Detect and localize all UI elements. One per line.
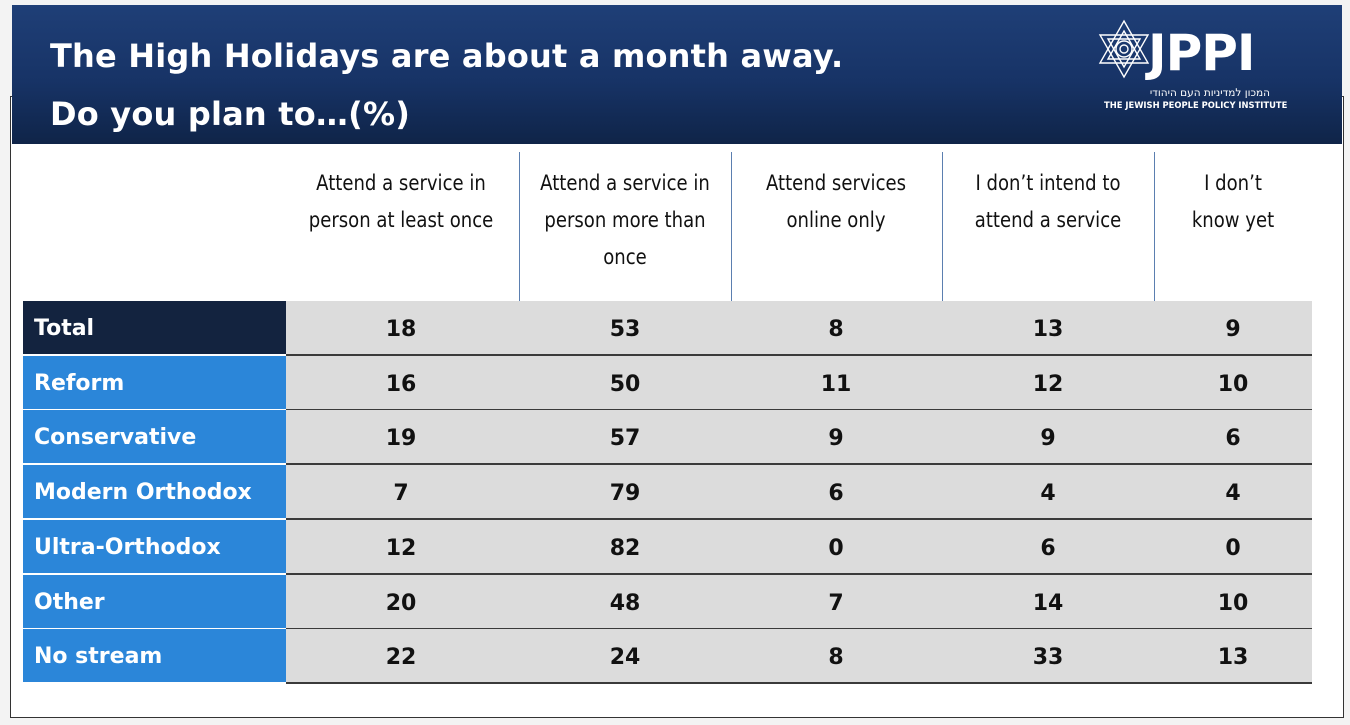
- table-cell: 9: [1040, 426, 1056, 451]
- row-label: Conservative: [23, 410, 286, 465]
- table-row: 16 50 11 12 10: [286, 356, 1312, 411]
- table-cell: 6: [1225, 426, 1241, 451]
- column-header-line: know yet: [1191, 208, 1275, 232]
- table-cell: 13: [1032, 317, 1064, 342]
- table-cell: 12: [1032, 372, 1064, 397]
- row-label: No stream: [23, 629, 286, 684]
- column-header-1: Attend a service in person at least once: [301, 152, 501, 301]
- table-row: 19 57 9 9 6: [286, 410, 1312, 465]
- row-label: Other: [23, 575, 286, 630]
- column-header-line: Attend services: [765, 171, 907, 195]
- table-cell: 20: [385, 591, 417, 616]
- table-cell: 0: [828, 536, 844, 561]
- column-header-line: person more than: [544, 208, 706, 232]
- column-separator: [1154, 152, 1155, 301]
- column-header-line: once: [603, 245, 647, 269]
- table-cell: 48: [609, 591, 641, 616]
- table-cell: 4: [1040, 481, 1056, 506]
- column-header-4: I don’t intend to attend a service: [941, 152, 1156, 301]
- title-banner: The High Holidays are about a month away…: [12, 5, 1342, 144]
- table-cell: 7: [393, 481, 409, 506]
- table-cell: 9: [1225, 317, 1241, 342]
- table-cell: 13: [1217, 645, 1249, 670]
- column-separator: [731, 152, 732, 301]
- star-of-david-logo-icon: [1098, 19, 1150, 79]
- table-cell: 53: [609, 317, 641, 342]
- title-line-1: The High Holidays are about a month away…: [50, 37, 844, 75]
- jppi-logo: JPPI המכון למדיניות העם היהודי THE JEWIS…: [1098, 17, 1288, 117]
- logo-english-text: THE JEWISH PEOPLE POLICY INSTITUTE: [1104, 100, 1288, 110]
- table-row: 22 24 8 33 13: [286, 629, 1312, 684]
- column-header-3: Attend services online only: [733, 152, 939, 301]
- logo-hebrew-text: המכון למדיניות העם היהודי: [1149, 87, 1270, 99]
- table-row: 20 48 7 14 10: [286, 575, 1312, 630]
- row-label: Ultra-Orthodox: [23, 520, 286, 575]
- table-cell: 0: [1225, 536, 1241, 561]
- row-label: Total: [23, 301, 286, 356]
- table-cell: 57: [609, 426, 641, 451]
- table-cell: 8: [828, 645, 844, 670]
- column-separator: [519, 152, 520, 301]
- table-cell: 16: [385, 372, 417, 397]
- column-header-2: Attend a service in person more than once: [525, 152, 725, 301]
- table-row: 7 79 6 4 4: [286, 465, 1312, 520]
- table-cell: 79: [609, 481, 641, 506]
- table-cell: 10: [1217, 372, 1249, 397]
- column-header-5: I don’t know yet: [1156, 152, 1311, 301]
- column-header-line: I don’t intend to: [975, 171, 1121, 195]
- logo-wordmark: JPPI: [1148, 24, 1255, 82]
- table-cell: 8: [828, 317, 844, 342]
- column-header-line: attend a service: [974, 208, 1122, 232]
- table-cell: 12: [385, 536, 417, 561]
- table-cell: 9: [828, 426, 844, 451]
- column-separator: [942, 152, 943, 301]
- table-cell: 19: [385, 426, 417, 451]
- row-label: Modern Orthodox: [23, 465, 286, 520]
- table-cell: 4: [1225, 481, 1241, 506]
- table-cell: 50: [609, 372, 641, 397]
- table-cell: 82: [609, 536, 641, 561]
- table-cell: 7: [828, 591, 844, 616]
- row-label: Reform: [23, 356, 286, 411]
- column-header-line: I don’t: [1204, 171, 1262, 195]
- column-header-line: person at least once: [308, 208, 494, 232]
- table-cell: 24: [609, 645, 641, 670]
- column-header-line: Attend a service in: [540, 171, 710, 195]
- table-cell: 33: [1032, 645, 1064, 670]
- table-cell: 11: [820, 372, 852, 397]
- table-cell: 18: [385, 317, 417, 342]
- column-header-line: online only: [786, 208, 886, 232]
- table-cell: 6: [828, 481, 844, 506]
- table-cell: 22: [385, 645, 417, 670]
- table-row: 18 53 8 13 9: [286, 301, 1312, 356]
- table-cell: 10: [1217, 591, 1249, 616]
- table-cell: 6: [1040, 536, 1056, 561]
- table-row: 12 82 0 6 0: [286, 520, 1312, 575]
- title-line-2: Do you plan to…(%): [50, 95, 411, 133]
- table-cell: 14: [1032, 591, 1064, 616]
- column-header-line: Attend a service in: [316, 171, 486, 195]
- slide-title: The High Holidays are about a month away…: [50, 27, 843, 143]
